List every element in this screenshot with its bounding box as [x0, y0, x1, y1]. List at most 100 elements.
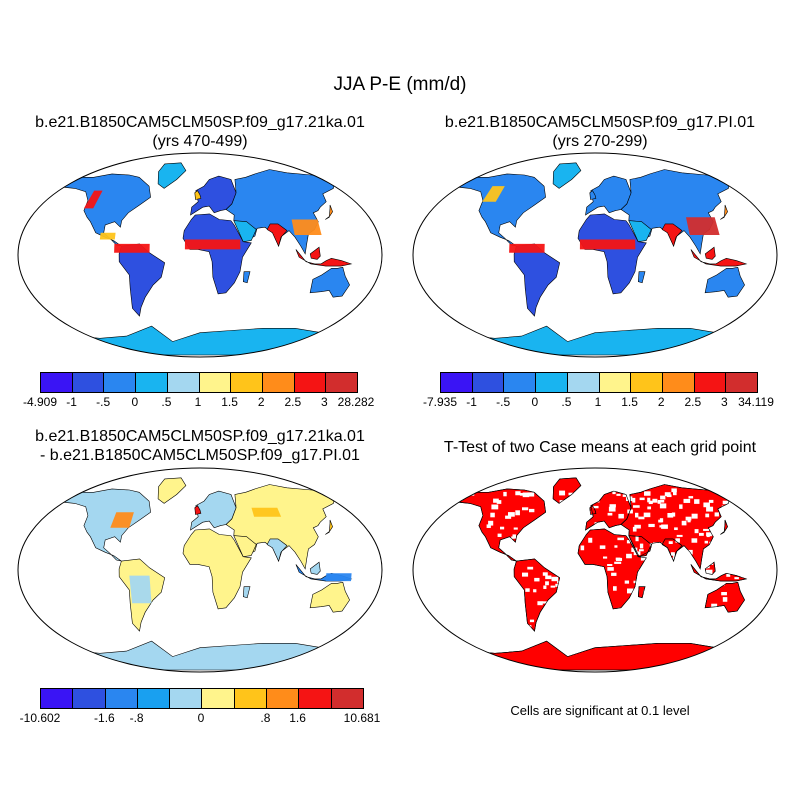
nonsignificant-cell	[491, 504, 499, 510]
nonsignificant-cell	[502, 606, 510, 612]
nonsignificant-cell	[699, 596, 705, 602]
nonsignificant-cell	[722, 597, 728, 602]
colorbar-swatch	[234, 689, 268, 708]
colorbar-swatch	[472, 373, 505, 392]
nonsignificant-cell	[437, 549, 443, 553]
nonsignificant-cell	[687, 520, 691, 523]
nonsignificant-cell	[485, 585, 491, 590]
nonsignificant-cell	[648, 523, 655, 528]
nonsignificant-cell	[494, 577, 499, 582]
anomaly-region	[251, 507, 282, 517]
anomaly-region	[99, 232, 116, 240]
nonsignificant-cell	[626, 553, 632, 559]
nonsignificant-cell	[568, 500, 575, 503]
nonsignificant-cell	[539, 537, 545, 542]
nonsignificant-cell	[436, 545, 441, 548]
landmass-indonesia	[295, 249, 353, 267]
colorbar-tick-label: -1	[466, 395, 477, 409]
landmass-uk	[589, 190, 597, 200]
nonsignificant-cell	[645, 616, 650, 619]
nonsignificant-cell	[746, 578, 750, 582]
nonsignificant-cell	[624, 605, 632, 610]
panel-3-colorbar	[40, 688, 364, 709]
nonsignificant-cell	[637, 608, 645, 614]
landmass-japan	[325, 204, 333, 220]
nonsignificant-cell	[517, 598, 521, 603]
nonsignificant-cell	[588, 537, 593, 543]
colorbar-tick-label: 28.282	[337, 395, 375, 409]
panel-3-map	[17, 467, 383, 673]
nonsignificant-cell	[659, 589, 666, 593]
nonsignificant-cell	[563, 540, 567, 544]
nonsignificant-cell	[710, 582, 718, 587]
landmass-borneo	[309, 561, 321, 575]
colorbar-swatch	[262, 373, 295, 392]
nonsignificant-cell	[607, 564, 613, 567]
nonsignificant-cell	[758, 571, 764, 574]
nonsignificant-cell	[611, 572, 617, 576]
landmass-northAmerica	[62, 488, 151, 562]
nonsignificant-cell	[573, 492, 580, 497]
nonsignificant-cell	[754, 601, 759, 607]
anomaly-region	[83, 190, 103, 209]
nonsignificant-cell	[706, 506, 714, 512]
landmass-greenland	[552, 162, 582, 189]
nonsignificant-cell	[608, 506, 616, 512]
nonsignificant-cell	[508, 512, 515, 517]
colorbar-swatch	[631, 373, 663, 392]
nonsignificant-cell	[512, 628, 516, 632]
nonsignificant-cell	[581, 575, 587, 580]
nonsignificant-cell	[683, 591, 687, 595]
nonsignificant-cell	[722, 500, 729, 505]
nonsignificant-cell	[452, 543, 458, 546]
nonsignificant-cell	[616, 526, 623, 531]
nonsignificant-cell	[497, 533, 502, 537]
colorbar-swatch	[726, 373, 758, 392]
nonsignificant-cell	[475, 548, 479, 552]
nonsignificant-cell	[487, 554, 492, 557]
nonsignificant-cell	[721, 629, 729, 634]
nonsignificant-cell	[640, 556, 646, 561]
colorbar-tick-label: -.8	[129, 711, 144, 725]
nonsignificant-cell	[591, 575, 596, 579]
nonsignificant-cell	[536, 532, 544, 537]
nonsignificant-cell	[552, 551, 559, 556]
nonsignificant-cell	[578, 578, 585, 583]
nonsignificant-cell	[673, 490, 677, 496]
nonsignificant-cell	[478, 614, 484, 617]
nonsignificant-cell	[468, 526, 475, 530]
panel-2-colorbar	[440, 372, 758, 393]
nonsignificant-cell	[581, 616, 585, 620]
nonsignificant-cell	[734, 622, 739, 626]
colorbar-swatch	[441, 373, 473, 392]
anomaly-region	[114, 243, 150, 253]
nonsignificant-cell	[666, 608, 670, 614]
panel-1-title: b.e21.B1850CAM5CLM50SP.f09_g17.21ka.01 (…	[0, 113, 400, 151]
nonsignificant-cell	[493, 596, 499, 600]
nonsignificant-cell	[472, 584, 478, 588]
nonsignificant-cell	[670, 627, 675, 631]
nonsignificant-cell	[632, 497, 636, 503]
colorbar-tick-label: .5	[561, 395, 572, 409]
landmass-southAmerica	[513, 243, 561, 317]
nonsignificant-cell	[519, 493, 524, 496]
nonsignificant-cell	[691, 616, 699, 620]
nonsignificant-cell	[734, 577, 739, 580]
nonsignificant-cell	[660, 572, 667, 577]
nonsignificant-cell	[647, 506, 652, 510]
nonsignificant-cell	[572, 541, 579, 546]
nonsignificant-cell	[564, 520, 569, 524]
nonsignificant-cell	[645, 568, 651, 572]
nonsignificant-cell	[703, 563, 710, 569]
colorbar-tick-label: -.5	[96, 395, 111, 409]
nonsignificant-cell	[703, 566, 708, 569]
nonsignificant-cell	[607, 612, 613, 616]
nonsignificant-cell	[555, 583, 562, 587]
landmass-madagascar	[242, 271, 251, 284]
nonsignificant-cell	[694, 628, 702, 633]
nonsignificant-cell	[541, 519, 549, 525]
panel-3-title-line2: - b.e21.B1850CAM5CLM50SP.f09_g17.PI.01	[40, 447, 360, 464]
nonsignificant-cell	[671, 488, 677, 493]
nonsignificant-cell	[460, 586, 467, 592]
landmass-antarctica	[461, 640, 725, 671]
